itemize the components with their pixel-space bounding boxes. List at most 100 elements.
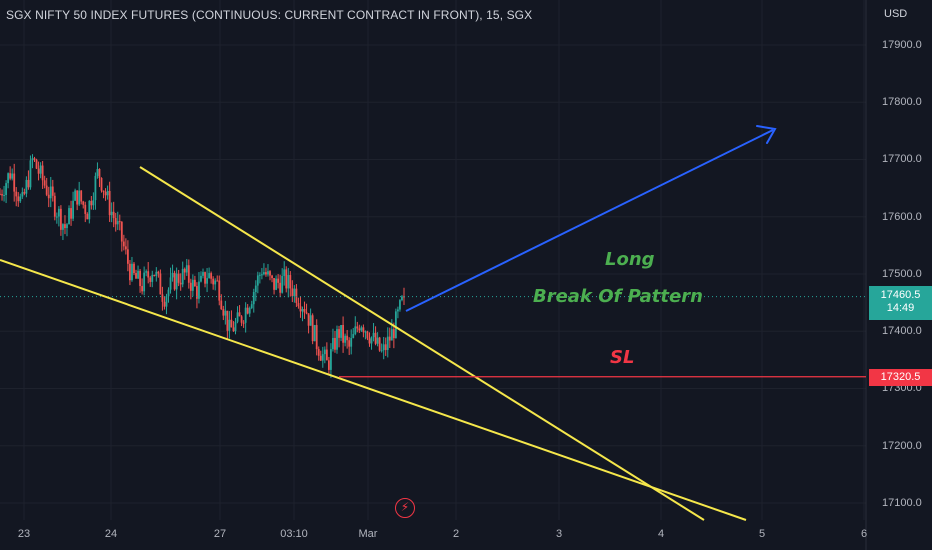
candle-body xyxy=(401,296,403,301)
candle-body xyxy=(116,221,119,225)
candle-body xyxy=(202,272,204,276)
candle-body xyxy=(323,349,326,355)
candle-body xyxy=(17,196,20,202)
candle-body xyxy=(5,183,7,195)
candle-body xyxy=(80,190,83,202)
candle-body xyxy=(108,190,111,216)
candle-body xyxy=(348,340,351,347)
candle-body xyxy=(60,208,62,230)
candle-body xyxy=(204,272,206,284)
candle-body xyxy=(100,177,103,191)
candle-body xyxy=(129,263,131,281)
candle-body xyxy=(283,269,286,277)
candle-body xyxy=(248,308,251,314)
candle-body xyxy=(390,329,393,341)
lower-trendline xyxy=(0,259,747,521)
candle-body xyxy=(206,278,208,284)
candle-body xyxy=(45,185,48,195)
candle-body xyxy=(234,321,237,332)
candle-body xyxy=(27,179,30,188)
candle-body xyxy=(321,354,324,361)
candle-body xyxy=(179,282,182,285)
candle-body xyxy=(43,180,46,186)
candle-body xyxy=(222,309,225,316)
candle-body xyxy=(9,173,12,179)
candle-body xyxy=(291,288,294,297)
candle-body xyxy=(303,309,306,313)
candle-body xyxy=(287,275,290,289)
sl-price-tag: 17320.5 xyxy=(869,369,932,386)
candle-body xyxy=(224,310,227,316)
candle-body xyxy=(265,272,267,275)
long-annotation[interactable]: Long xyxy=(605,249,655,270)
candle-body xyxy=(340,325,342,338)
candle-body xyxy=(163,301,166,307)
candle-body xyxy=(151,274,154,282)
candle-body xyxy=(143,272,146,292)
candle-body xyxy=(33,158,36,160)
candle-body xyxy=(171,272,174,278)
candle-body xyxy=(124,246,127,250)
x-tick-label: 3 xyxy=(555,528,563,540)
candle-body xyxy=(244,307,247,323)
candle-body xyxy=(297,303,300,307)
candle-body xyxy=(92,200,95,206)
x-tick-label: 5 xyxy=(758,528,766,540)
candle-body xyxy=(90,200,93,206)
x-tick-label: Mar xyxy=(358,528,378,540)
y-tick-label: 17100.0 xyxy=(882,497,922,509)
candle-body xyxy=(240,316,243,323)
sl-annotation[interactable]: SL xyxy=(610,347,635,368)
candle-body xyxy=(285,269,288,289)
candle-body xyxy=(139,270,141,287)
candle-body xyxy=(131,263,133,281)
currency-label: USD xyxy=(884,8,908,20)
candle-body xyxy=(112,211,115,219)
candle-body xyxy=(78,190,81,205)
x-tick-label: 6 xyxy=(860,528,868,540)
x-tick-label: 4 xyxy=(657,528,665,540)
candle-body xyxy=(94,175,97,201)
candle-body xyxy=(330,349,332,370)
candle-body xyxy=(220,300,223,310)
candle-body xyxy=(267,271,269,275)
candle-body xyxy=(228,319,231,331)
candle-body xyxy=(263,272,265,275)
candle-body xyxy=(193,279,196,287)
candle-body xyxy=(106,190,109,196)
candle-body xyxy=(104,192,107,196)
break-of-pattern-annotation[interactable]: Break Of Pattern xyxy=(533,286,703,307)
candle-body xyxy=(0,193,1,195)
candle-body xyxy=(3,194,5,196)
candle-body xyxy=(55,216,58,218)
lightning-bolt-icon[interactable]: ⚡ xyxy=(395,498,415,518)
candle-body xyxy=(76,190,79,205)
candle-body xyxy=(31,158,34,161)
candle-body xyxy=(70,208,72,219)
candle-body xyxy=(250,304,253,309)
candle-body xyxy=(364,331,367,333)
candle-body xyxy=(177,273,180,283)
candle-body xyxy=(11,173,14,179)
candle-body xyxy=(214,280,217,285)
candle-body xyxy=(74,190,77,201)
candle-body xyxy=(386,336,389,350)
candle-body xyxy=(35,159,38,169)
candle-body xyxy=(252,291,255,305)
candle-body xyxy=(165,296,168,307)
candle-body xyxy=(208,273,211,279)
y-tick-label: 17400.0 xyxy=(882,325,922,337)
candle-body xyxy=(196,286,198,299)
candle-body xyxy=(370,337,373,344)
candle-body xyxy=(232,327,235,332)
candle-body xyxy=(230,319,233,328)
candle-body xyxy=(159,273,162,295)
x-tick-label: 27 xyxy=(213,528,227,540)
candle-body xyxy=(147,271,150,278)
candle-body xyxy=(88,200,91,220)
candle-body xyxy=(133,263,135,274)
candle-body xyxy=(275,278,278,290)
x-tick-label: 23 xyxy=(17,528,31,540)
